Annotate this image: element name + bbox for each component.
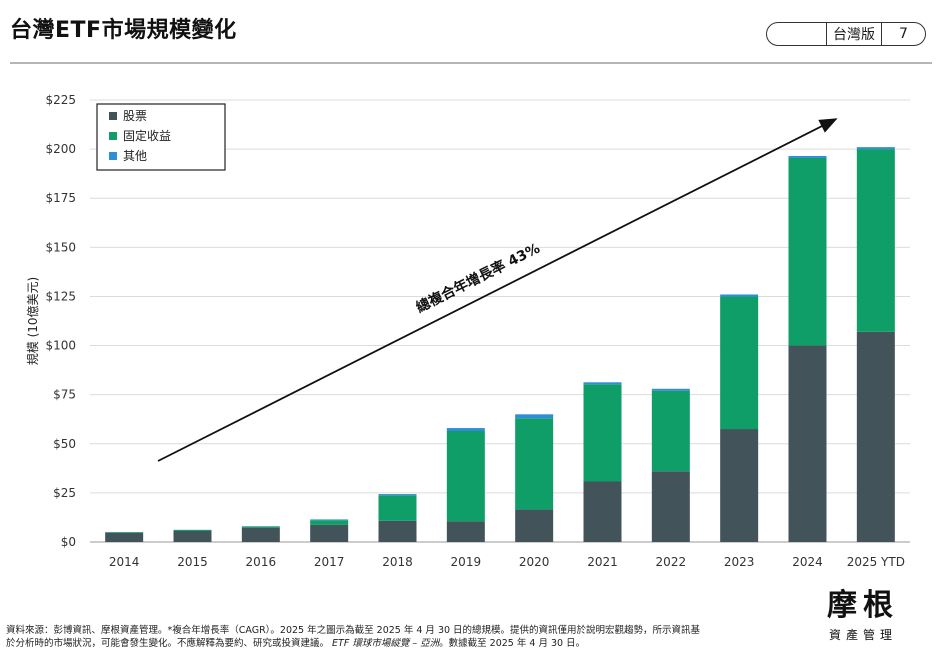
x-tick-label: 2020 bbox=[519, 555, 550, 569]
x-tick-label: 2017 bbox=[314, 555, 345, 569]
legend-label: 股票 bbox=[123, 109, 147, 123]
legend-label: 其他 bbox=[123, 149, 147, 163]
bar-segment bbox=[720, 429, 759, 542]
page-title: 台灣ETF市場規模變化 bbox=[10, 18, 237, 43]
y-tick-label: $100 bbox=[45, 339, 76, 353]
bar-segment bbox=[378, 494, 417, 496]
y-tick-label: $200 bbox=[45, 142, 76, 156]
x-tick-label: 2018 bbox=[382, 555, 413, 569]
bar-segment bbox=[446, 428, 485, 432]
footnote-line-1: 資料來源：彭博資訊、摩根資產管理。*複合年增長率（CAGR）。2025 年之圖示… bbox=[6, 625, 701, 636]
x-tick-label: 2021 bbox=[587, 555, 618, 569]
footnote-line-2: 於分析時的市場狀況，可能會發生變化。不應解釋為要約、研究或投資建議。 ETF 環… bbox=[6, 637, 796, 650]
footnote-publication: ETF 環球市場縱覽 – 亞洲 bbox=[332, 638, 440, 649]
cagr-annotation: 總複合年增長率 43% bbox=[413, 240, 542, 317]
bar-segment bbox=[446, 521, 485, 542]
x-tick-label: 2019 bbox=[451, 555, 482, 569]
legend-label: 固定收益 bbox=[123, 128, 171, 143]
footnote-text-a: 於分析時的市場狀況，可能會發生變化。不應解釋為要約、研究或投資建議。 bbox=[6, 638, 330, 649]
region-label: 台灣版 bbox=[826, 23, 881, 45]
bar-segment bbox=[856, 331, 895, 542]
x-tick-label: 2022 bbox=[656, 555, 687, 569]
legend-box bbox=[96, 103, 226, 171]
footnote-text-c: 。數據截至 2025 年 4 月 30 日。 bbox=[439, 638, 586, 649]
bar-segment bbox=[720, 296, 759, 430]
bar-segment bbox=[856, 147, 895, 150]
y-axis-label: 規模 (10億美元) bbox=[25, 277, 40, 365]
bar-segment bbox=[788, 345, 827, 542]
bar-segment bbox=[788, 157, 827, 346]
bar-segment bbox=[378, 495, 417, 521]
company-logo: 摩根 資產管理 bbox=[808, 588, 918, 643]
y-tick-label: $175 bbox=[45, 191, 76, 205]
bar-segment bbox=[310, 524, 349, 542]
x-tick-label: 2016 bbox=[246, 555, 277, 569]
x-tick-label: 2015 bbox=[177, 555, 208, 569]
header-divider bbox=[10, 62, 932, 64]
bar-segment bbox=[515, 418, 554, 510]
y-tick-label: $150 bbox=[45, 240, 76, 254]
x-tick-label: 2014 bbox=[109, 555, 140, 569]
bar-segment bbox=[173, 530, 212, 542]
bar-segment bbox=[856, 149, 895, 332]
bar-segment bbox=[515, 509, 554, 542]
y-tick-label: $75 bbox=[53, 388, 76, 402]
x-tick-label: 2024 bbox=[792, 555, 823, 569]
y-tick-label: $125 bbox=[45, 289, 76, 303]
x-tick-label: 2023 bbox=[724, 555, 755, 569]
bar-segment bbox=[720, 294, 759, 297]
trend-arrow bbox=[157, 118, 838, 462]
footnote: 資料來源：彭博資訊、摩根資產管理。*複合年增長率（CAGR）。2025 年之圖示… bbox=[6, 624, 796, 650]
page-number: 7 bbox=[881, 23, 925, 45]
stacked-bar-chart: $0 $25 $50 $75 $100 $125 $150 $175 $200 $225 規模 (1… bbox=[25, 93, 910, 569]
bar-segment bbox=[105, 532, 144, 542]
legend-swatch bbox=[109, 112, 117, 120]
bar-segment bbox=[310, 519, 349, 521]
bar-segment bbox=[651, 471, 690, 542]
legend-swatch bbox=[109, 152, 117, 160]
bar-segment bbox=[583, 382, 622, 385]
bar-segment bbox=[446, 431, 485, 522]
logo-subtitle: 資產管理 bbox=[828, 628, 897, 642]
x-tick-label: 2025 YTD bbox=[847, 555, 905, 569]
bar-segment bbox=[583, 481, 622, 542]
page-indicator: 台灣版 7 bbox=[766, 22, 926, 46]
y-tick-label: $0 bbox=[61, 535, 76, 549]
y-tick-label: $50 bbox=[53, 437, 76, 451]
y-tick-label: $225 bbox=[45, 93, 76, 107]
bar-segment bbox=[651, 388, 690, 391]
bar-segment bbox=[105, 532, 144, 533]
bar-segment bbox=[515, 414, 554, 419]
logo-mark: 摩根 bbox=[827, 588, 899, 623]
bar-segment bbox=[310, 520, 349, 525]
bar-segment bbox=[583, 384, 622, 482]
bar-segment bbox=[788, 155, 827, 158]
bar-segment bbox=[241, 527, 280, 542]
bar-segment bbox=[173, 530, 212, 531]
bar-segment bbox=[378, 520, 417, 542]
legend-swatch bbox=[109, 132, 117, 140]
y-tick-label: $25 bbox=[53, 486, 76, 500]
bar-segment bbox=[241, 526, 280, 528]
bar-segment bbox=[651, 390, 690, 472]
